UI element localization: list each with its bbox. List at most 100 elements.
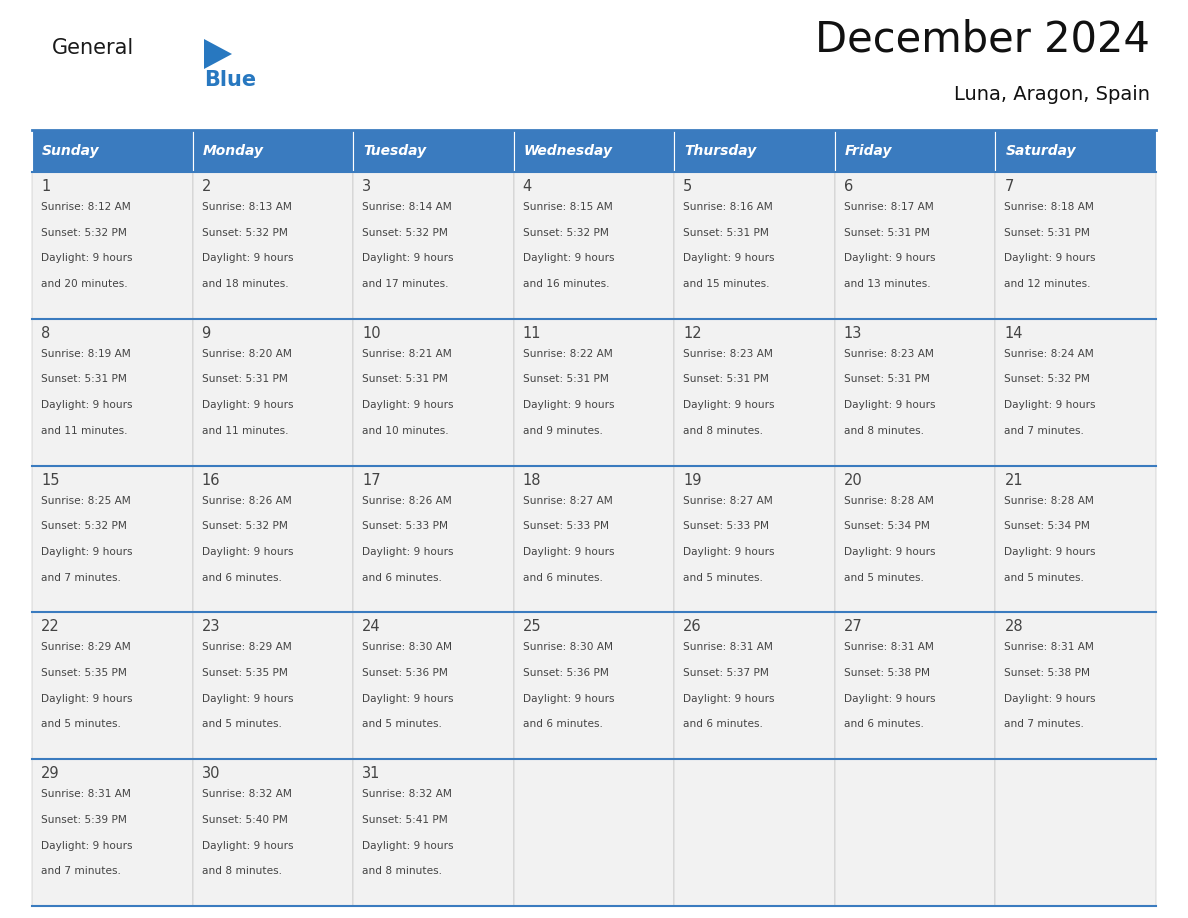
Text: 17: 17 xyxy=(362,473,381,487)
Text: 21: 21 xyxy=(1004,473,1023,487)
Text: Daylight: 9 hours: Daylight: 9 hours xyxy=(523,400,614,410)
Text: Sunrise: 8:24 AM: Sunrise: 8:24 AM xyxy=(1004,349,1094,359)
Bar xyxy=(513,319,675,465)
Text: 22: 22 xyxy=(42,620,59,634)
Text: and 16 minutes.: and 16 minutes. xyxy=(523,279,609,289)
Text: Sunset: 5:34 PM: Sunset: 5:34 PM xyxy=(843,521,930,532)
Text: Sunrise: 8:27 AM: Sunrise: 8:27 AM xyxy=(683,496,773,506)
Text: Sunrise: 8:32 AM: Sunrise: 8:32 AM xyxy=(362,789,451,800)
Text: Sunrise: 8:27 AM: Sunrise: 8:27 AM xyxy=(523,496,613,506)
Bar xyxy=(513,172,675,319)
Text: Daylight: 9 hours: Daylight: 9 hours xyxy=(1004,694,1095,704)
Text: Sunrise: 8:26 AM: Sunrise: 8:26 AM xyxy=(362,496,451,506)
Text: Sunrise: 8:23 AM: Sunrise: 8:23 AM xyxy=(843,349,934,359)
Text: Sunrise: 8:15 AM: Sunrise: 8:15 AM xyxy=(523,202,613,212)
Bar xyxy=(835,612,996,759)
Text: and 6 minutes.: and 6 minutes. xyxy=(843,720,924,730)
Text: 5: 5 xyxy=(683,179,693,194)
Text: and 8 minutes.: and 8 minutes. xyxy=(362,867,442,877)
Text: Blue: Blue xyxy=(204,70,257,90)
Bar xyxy=(996,759,1156,906)
Text: Sunset: 5:41 PM: Sunset: 5:41 PM xyxy=(362,815,448,825)
Text: 10: 10 xyxy=(362,326,381,341)
Bar xyxy=(835,319,996,465)
Text: Sunrise: 8:18 AM: Sunrise: 8:18 AM xyxy=(1004,202,1094,212)
Bar xyxy=(353,759,513,906)
Text: Daylight: 9 hours: Daylight: 9 hours xyxy=(683,547,775,557)
Text: Sunset: 5:39 PM: Sunset: 5:39 PM xyxy=(42,815,127,825)
Text: and 18 minutes.: and 18 minutes. xyxy=(202,279,289,289)
Text: Sunrise: 8:22 AM: Sunrise: 8:22 AM xyxy=(523,349,613,359)
Text: Sunset: 5:32 PM: Sunset: 5:32 PM xyxy=(1004,375,1091,385)
Text: Sunrise: 8:28 AM: Sunrise: 8:28 AM xyxy=(843,496,934,506)
Text: Daylight: 9 hours: Daylight: 9 hours xyxy=(362,400,454,410)
Text: 18: 18 xyxy=(523,473,542,487)
Text: Daylight: 9 hours: Daylight: 9 hours xyxy=(362,547,454,557)
Text: and 7 minutes.: and 7 minutes. xyxy=(42,867,121,877)
Text: and 6 minutes.: and 6 minutes. xyxy=(683,720,763,730)
Text: Sunset: 5:31 PM: Sunset: 5:31 PM xyxy=(362,375,448,385)
Bar xyxy=(835,465,996,612)
Text: and 13 minutes.: and 13 minutes. xyxy=(843,279,930,289)
Text: Daylight: 9 hours: Daylight: 9 hours xyxy=(42,400,133,410)
Polygon shape xyxy=(204,39,232,69)
Text: Sunset: 5:40 PM: Sunset: 5:40 PM xyxy=(202,815,287,825)
Text: Sunrise: 8:16 AM: Sunrise: 8:16 AM xyxy=(683,202,773,212)
Text: Daylight: 9 hours: Daylight: 9 hours xyxy=(202,841,293,851)
Text: 20: 20 xyxy=(843,473,862,487)
Bar xyxy=(192,319,353,465)
Bar xyxy=(675,759,835,906)
Text: Sunrise: 8:26 AM: Sunrise: 8:26 AM xyxy=(202,496,291,506)
Bar xyxy=(192,612,353,759)
Text: and 9 minutes.: and 9 minutes. xyxy=(523,426,602,436)
Text: Daylight: 9 hours: Daylight: 9 hours xyxy=(843,253,935,263)
Text: and 7 minutes.: and 7 minutes. xyxy=(1004,426,1085,436)
Text: and 12 minutes.: and 12 minutes. xyxy=(1004,279,1091,289)
Text: Daylight: 9 hours: Daylight: 9 hours xyxy=(1004,400,1095,410)
Text: Sunset: 5:33 PM: Sunset: 5:33 PM xyxy=(683,521,770,532)
Text: Sunrise: 8:28 AM: Sunrise: 8:28 AM xyxy=(1004,496,1094,506)
Bar xyxy=(675,172,835,319)
Text: Daylight: 9 hours: Daylight: 9 hours xyxy=(202,400,293,410)
Text: Sunrise: 8:31 AM: Sunrise: 8:31 AM xyxy=(843,643,934,653)
Text: and 6 minutes.: and 6 minutes. xyxy=(362,573,442,583)
Text: Sunrise: 8:21 AM: Sunrise: 8:21 AM xyxy=(362,349,451,359)
Text: and 5 minutes.: and 5 minutes. xyxy=(202,720,282,730)
Text: 24: 24 xyxy=(362,620,381,634)
Text: Sunset: 5:32 PM: Sunset: 5:32 PM xyxy=(42,228,127,238)
Bar xyxy=(192,172,353,319)
Bar xyxy=(32,465,192,612)
Text: Sunset: 5:37 PM: Sunset: 5:37 PM xyxy=(683,668,769,678)
Bar xyxy=(353,612,513,759)
Text: Thursday: Thursday xyxy=(684,144,757,158)
Bar xyxy=(996,319,1156,465)
Bar xyxy=(192,759,353,906)
Bar xyxy=(353,319,513,465)
Text: Sunrise: 8:14 AM: Sunrise: 8:14 AM xyxy=(362,202,451,212)
Bar xyxy=(675,465,835,612)
Text: and 8 minutes.: and 8 minutes. xyxy=(843,426,924,436)
Text: Sunset: 5:36 PM: Sunset: 5:36 PM xyxy=(362,668,448,678)
Text: 14: 14 xyxy=(1004,326,1023,341)
Text: Sunset: 5:31 PM: Sunset: 5:31 PM xyxy=(202,375,287,385)
Text: Sunday: Sunday xyxy=(42,144,100,158)
Text: 6: 6 xyxy=(843,179,853,194)
Bar xyxy=(513,759,675,906)
Text: 4: 4 xyxy=(523,179,532,194)
Bar xyxy=(353,130,513,172)
Text: December 2024: December 2024 xyxy=(815,18,1150,60)
Text: 30: 30 xyxy=(202,767,220,781)
Text: Daylight: 9 hours: Daylight: 9 hours xyxy=(42,547,133,557)
Text: Sunrise: 8:25 AM: Sunrise: 8:25 AM xyxy=(42,496,131,506)
Text: 2: 2 xyxy=(202,179,211,194)
Text: 19: 19 xyxy=(683,473,702,487)
Text: Sunrise: 8:12 AM: Sunrise: 8:12 AM xyxy=(42,202,131,212)
Text: and 17 minutes.: and 17 minutes. xyxy=(362,279,449,289)
Bar xyxy=(353,172,513,319)
Text: Sunrise: 8:30 AM: Sunrise: 8:30 AM xyxy=(523,643,613,653)
Text: Daylight: 9 hours: Daylight: 9 hours xyxy=(42,253,133,263)
Bar xyxy=(996,130,1156,172)
Text: Sunset: 5:32 PM: Sunset: 5:32 PM xyxy=(42,521,127,532)
Bar xyxy=(32,319,192,465)
Text: 12: 12 xyxy=(683,326,702,341)
